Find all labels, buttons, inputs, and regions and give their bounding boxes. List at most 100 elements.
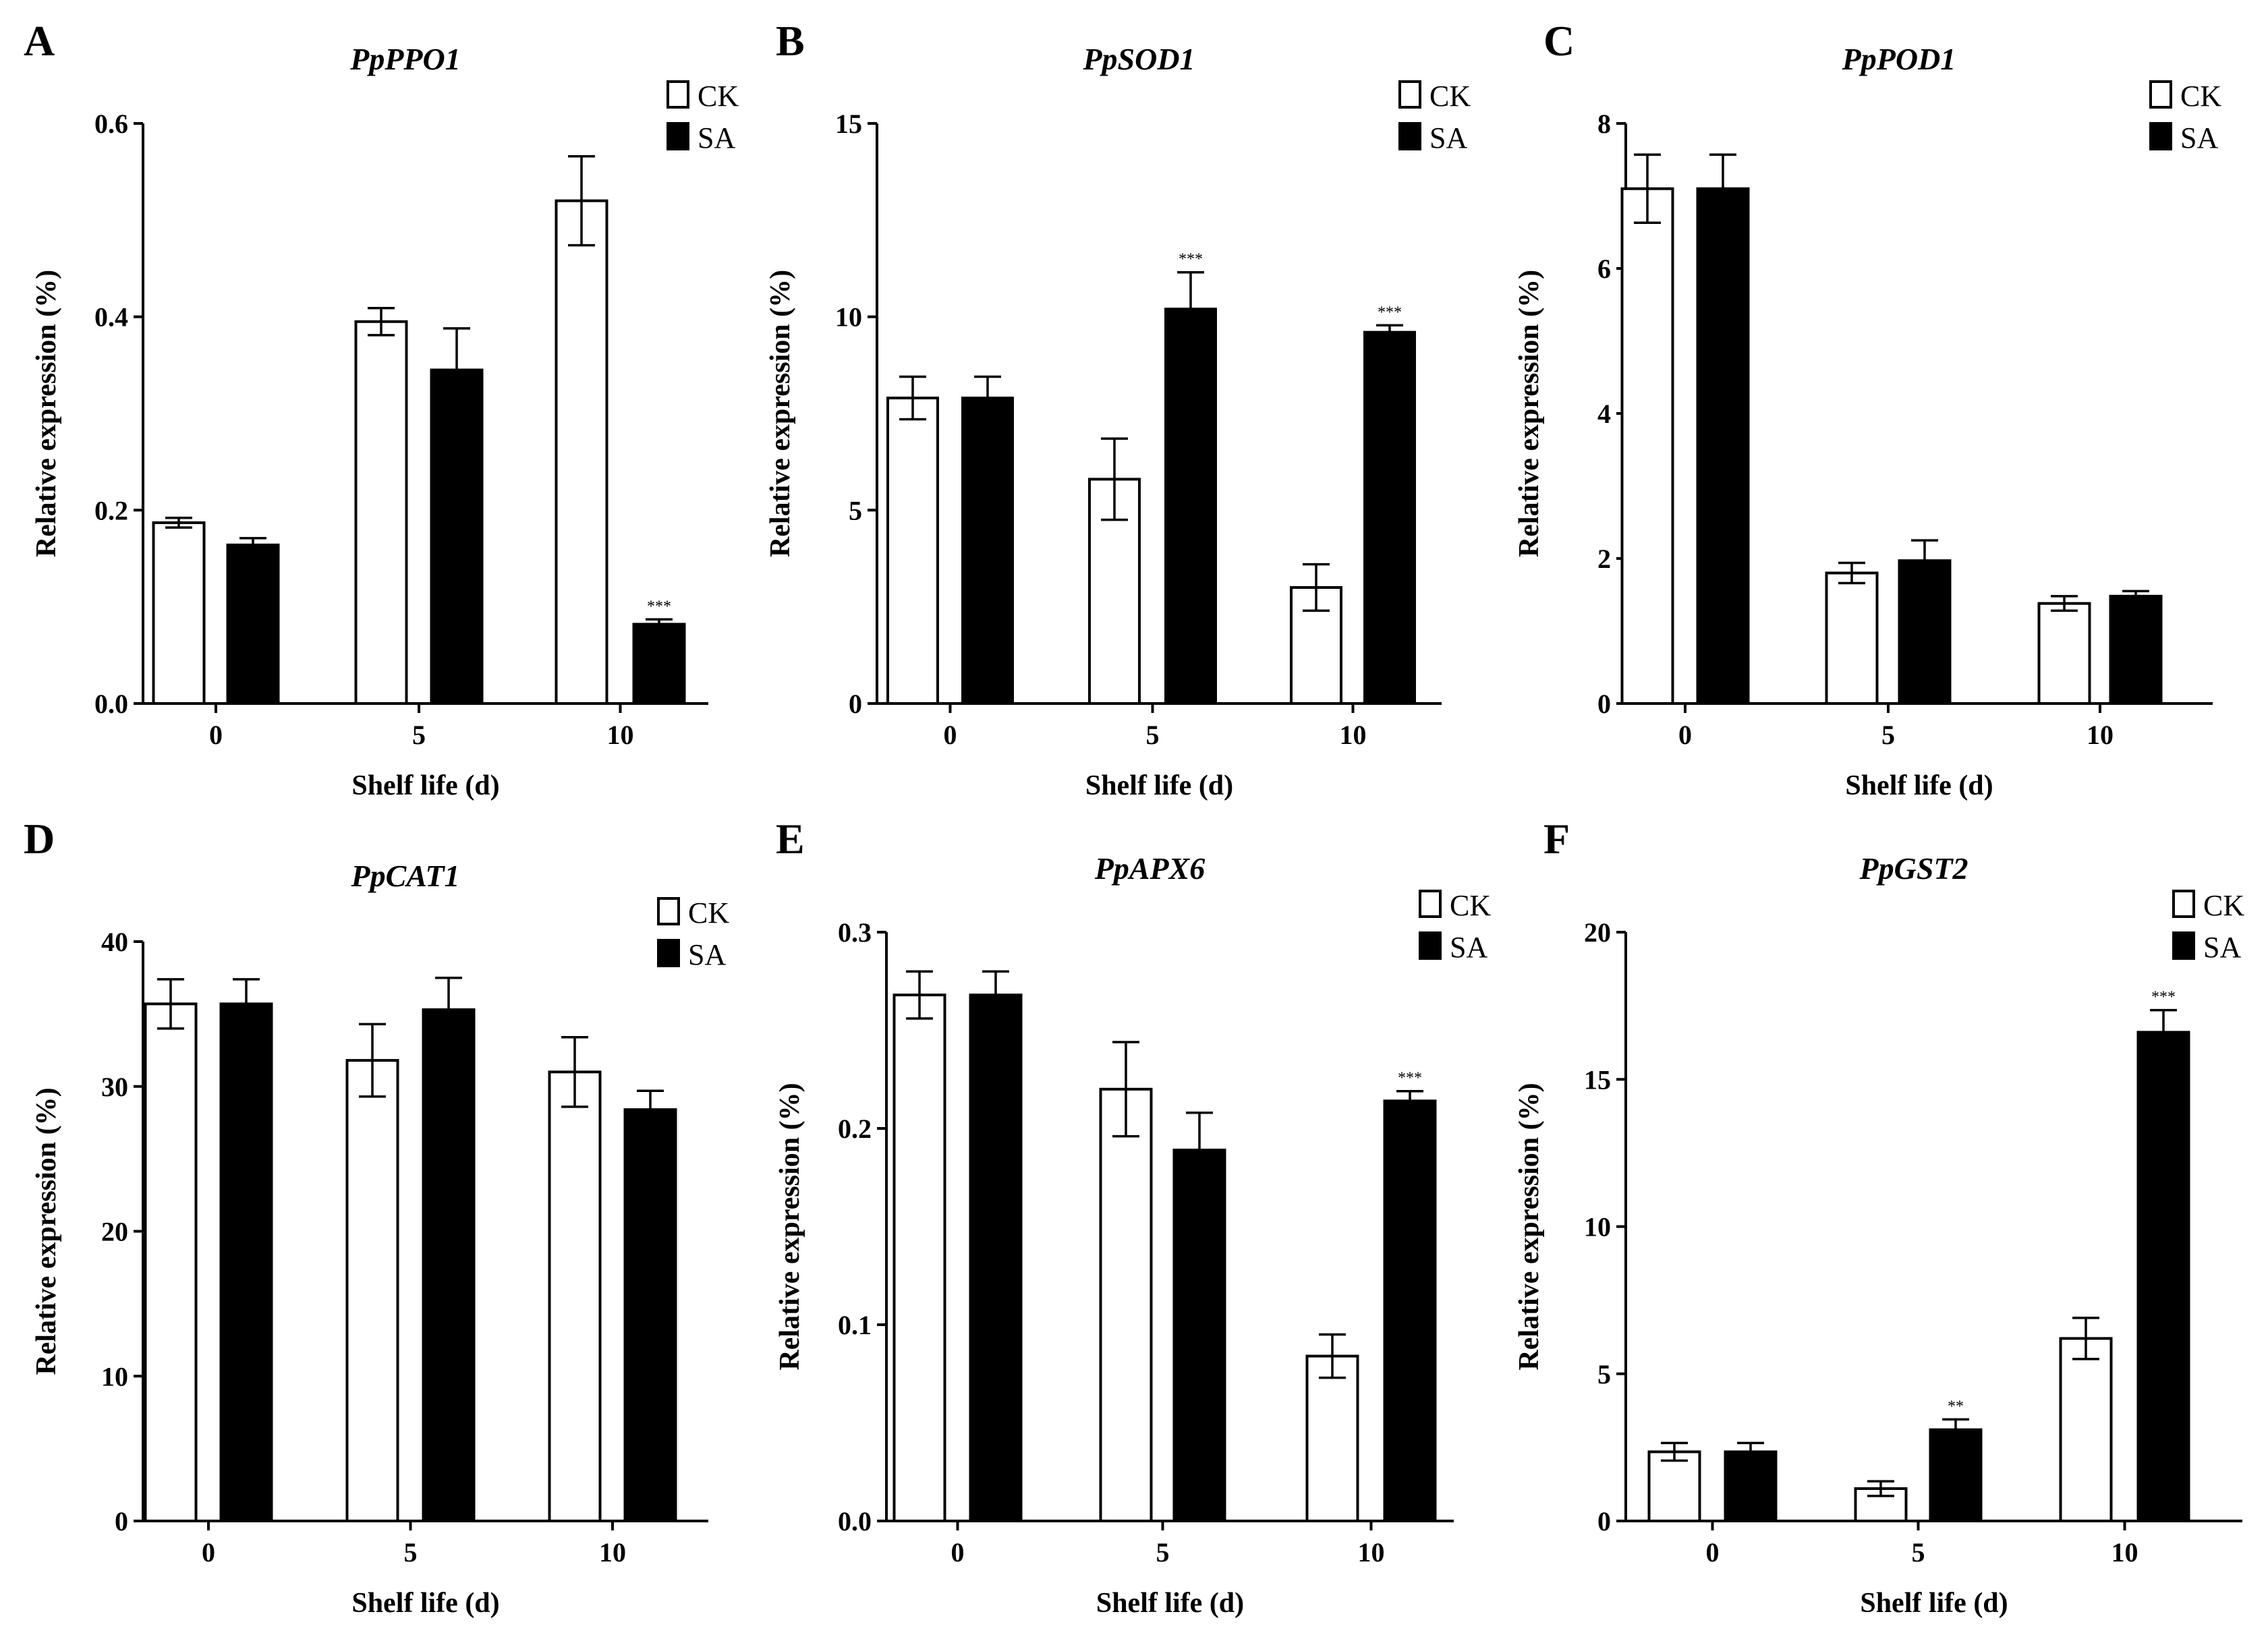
x-tick-label: 10 [1340,720,1367,750]
x-axis-label: Shelf life (d) [351,1588,499,1619]
legend-swatch-ck [2149,80,2172,109]
x-tick-label: 5 [1146,720,1160,750]
bar-ck [1825,571,1879,705]
y-tick-label: 20 [101,1217,128,1247]
y-tick-label: 0.4 [94,302,128,333]
y-tick-label: 0 [849,689,862,719]
panel-title: PpPOD1 [1842,42,1956,76]
y-tick-label: 0 [115,1506,128,1537]
y-tick-label: 15 [1584,1064,1611,1095]
bar-ck [2037,602,2091,706]
y-tick-label: 5 [1597,1359,1611,1389]
y-tick-label: 20 [1584,917,1611,948]
bar-sa [1164,308,1217,705]
legend-label-ck: CK [1429,80,1471,113]
y-tick-label: 10 [101,1361,128,1391]
bar-sa [430,368,484,705]
legend-label-ck: CK [2203,889,2244,922]
bar-ck [144,1002,198,1522]
bar-sa [969,994,1023,1522]
bar-sa [2136,1031,2190,1523]
bar-sa [1898,559,1952,705]
legend-label-sa: SA [2203,931,2241,964]
legend-label-sa: SA [698,121,735,154]
legend-label-ck: CK [1450,889,1491,922]
legend-label-sa: SA [688,938,726,971]
y-tick-label: 0.0 [94,689,128,719]
significance-label: ** [1948,1398,1964,1415]
legend-swatch-sa [657,939,680,967]
bar-ck [1305,1354,1359,1523]
y-tick-label: 5 [849,495,862,525]
bar-ck [1620,187,1674,705]
panel-e: E PpAPX6 0.0 0.1 0.2 0.3 0 5 10 Shelf life (d) Rel… [774,815,1491,1619]
bar-sa [1696,187,1750,705]
panel-d: D PpCAT1 0 10 20 30 40 0 5 10 Shelf life (d) Relati… [24,815,729,1619]
legend-swatch-sa [2172,931,2195,960]
y-tick-label: 40 [101,927,128,957]
x-axis-label: Shelf life (d) [1860,1588,2008,1619]
x-tick-label: 10 [2111,1537,2138,1568]
panel-letter: C [1543,17,1575,65]
y-tick-label: 10 [1584,1212,1611,1242]
legend-swatch-sa [1419,931,1442,960]
bar-sa [1172,1149,1226,1522]
y-tick-label: 30 [101,1072,128,1102]
x-tick-label: 10 [599,1537,626,1568]
bar-ck [354,320,408,706]
x-tick-label: 0 [1678,720,1692,750]
x-tick-label: 5 [1881,720,1895,750]
significance-label: *** [2151,989,2176,1006]
legend-label-sa: SA [1429,121,1467,154]
x-tick-label: 10 [2087,720,2114,750]
bar-sa [1929,1428,1983,1523]
panel-b: B PpSOD1 0 5 10 15 0 5 10 Shelf life (d) Relative … [765,17,1471,801]
bar-sa [226,543,280,706]
x-axis-label: Shelf life (d) [1845,770,1993,801]
bar-sa [219,1002,273,1522]
y-axis-label: Relative expression (%) [31,270,62,557]
y-tick-label: 0.2 [94,495,128,525]
x-tick-label: 0 [951,1537,965,1568]
y-tick-label: 4 [1597,399,1611,429]
x-axis-label: Shelf life (d) [1096,1588,1244,1619]
bar-ck [886,397,939,705]
significance-label: *** [1378,304,1402,321]
y-tick-label: 10 [835,302,862,333]
x-tick-label: 5 [1156,1537,1170,1568]
panel-c: C PpPOD1 0 2 4 6 8 0 5 10 Shelf life (d) Relative e… [1514,17,2221,801]
bar-ck [555,199,608,705]
legend-label-sa: SA [2180,121,2218,154]
y-tick-label: 0.6 [94,109,128,139]
panel-letter: F [1543,815,1570,863]
x-tick-label: 5 [404,1537,418,1568]
y-axis-label: Relative expression (%) [774,1083,805,1370]
y-tick-label: 0.2 [838,1114,872,1144]
x-tick-label: 0 [1706,1537,1720,1568]
legend-label-ck: CK [698,80,739,113]
x-tick-label: 0 [202,1537,215,1568]
legend-swatch-sa [667,122,689,150]
bar-sa [1383,1099,1437,1522]
x-axis-label: Shelf life (d) [1085,770,1233,801]
y-tick-label: 0.1 [838,1310,872,1340]
x-tick-label: 10 [1358,1537,1385,1568]
panel-letter: D [24,815,55,863]
x-tick-label: 0 [944,720,957,750]
legend-swatch-ck [657,897,680,925]
bar-ck [2059,1337,2113,1522]
y-tick-label: 6 [1597,254,1611,284]
bar-ck [892,994,946,1522]
x-tick-label: 5 [412,720,426,750]
bar-sa [1363,331,1416,706]
legend-swatch-sa [1398,122,1421,150]
significance-label: *** [1398,1070,1422,1087]
panel-letter: A [24,17,55,65]
panel-title: PpPPO1 [349,42,461,76]
legend-label-sa: SA [1450,931,1487,964]
bar-sa [623,1108,677,1522]
bar-ck [1647,1450,1701,1523]
significance-label: *** [1179,251,1203,268]
y-axis-label: Relative expression (%) [1514,270,1545,557]
